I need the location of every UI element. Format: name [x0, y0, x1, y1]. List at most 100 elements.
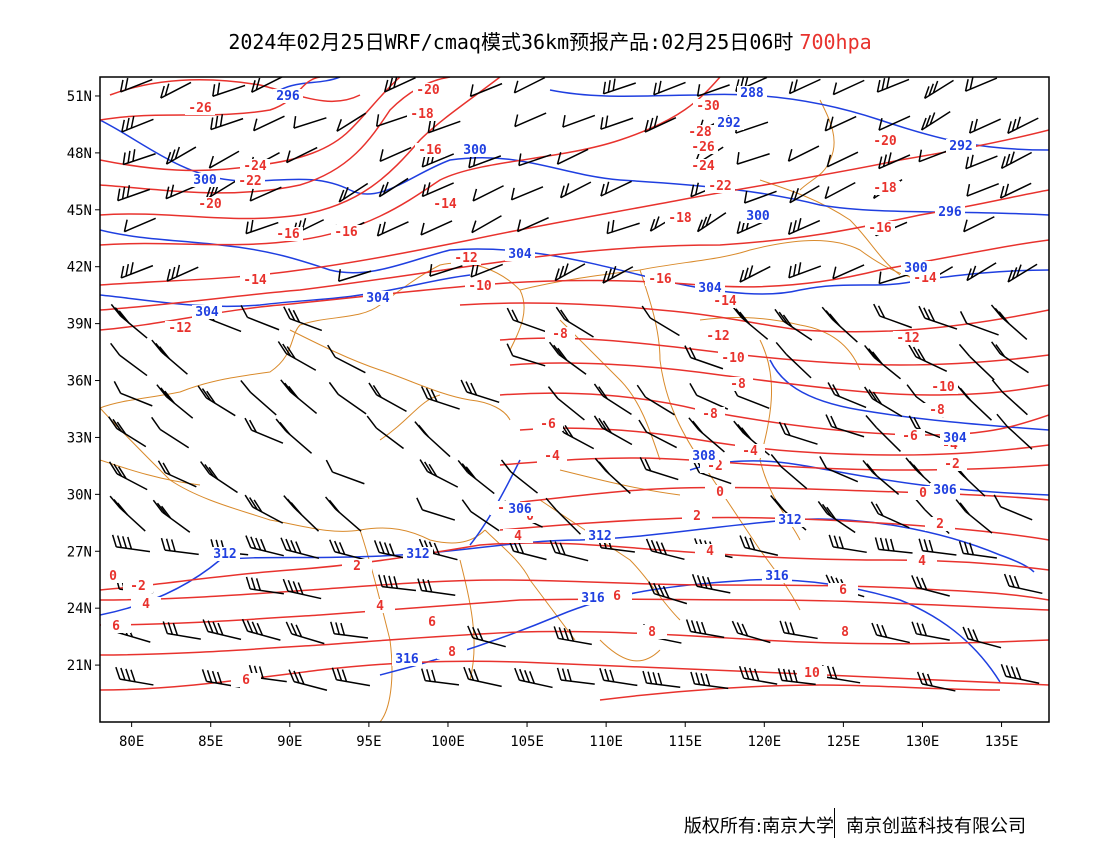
temperature-label-bg — [828, 583, 858, 597]
temperature-label: -10 — [468, 279, 492, 294]
temperature-label: -18 — [410, 107, 434, 122]
wind-barb — [110, 303, 148, 339]
wind-barb — [288, 669, 328, 691]
wind-barb — [421, 182, 454, 198]
temperature-label-bg — [830, 625, 860, 639]
temperature-label-bg — [537, 449, 567, 463]
wind-barb — [506, 307, 546, 333]
wind-barb — [778, 421, 818, 445]
wind-barb — [689, 382, 729, 410]
temperature-label-bg — [705, 179, 735, 193]
wind-barb — [648, 581, 688, 605]
wind-barb — [108, 416, 147, 448]
wind-barb — [212, 82, 246, 97]
height-label-bg — [578, 591, 608, 605]
wind-barb — [379, 146, 412, 162]
wind-barb — [731, 620, 771, 644]
wind-barb — [996, 413, 1033, 450]
temperature-contour — [489, 486, 1049, 506]
wind-barb — [245, 535, 284, 557]
wind-barb — [241, 618, 281, 641]
height-label: 304 — [943, 431, 967, 446]
wind-barb — [556, 148, 589, 165]
wind-barb — [958, 541, 997, 559]
wind-barb — [421, 668, 460, 686]
temperature-label-bg — [101, 619, 131, 633]
height-label-bg — [695, 281, 725, 295]
wind-barb — [911, 621, 950, 641]
wind-barb — [250, 77, 283, 93]
wind-barb — [993, 494, 1033, 521]
footer: 版权所有:南京大学 南京创蓝科技有限公司 — [0, 806, 1100, 842]
height-label: 300 — [193, 173, 217, 188]
wind-barb — [151, 416, 190, 449]
temperature-label-bg — [893, 331, 923, 345]
temperature-label: -14 — [433, 197, 457, 212]
temperature-label-bg — [533, 417, 563, 431]
height-label: 300 — [463, 143, 487, 158]
height-label: 306 — [933, 483, 957, 498]
wind-barb — [1007, 263, 1038, 283]
wind-barb — [285, 146, 318, 164]
temperature-label: -16 — [648, 272, 672, 287]
temperature-label: -24 — [691, 159, 715, 174]
temperature-label: -2 — [130, 579, 146, 594]
temperature-label-bg — [437, 645, 467, 659]
temperature-label: -20 — [416, 83, 440, 98]
temperature-contour — [509, 362, 1049, 396]
temperature-label: -20 — [198, 197, 222, 212]
temperature-label-bg — [131, 597, 161, 611]
wind-barb — [777, 668, 816, 686]
height-label: 300 — [746, 209, 770, 224]
lon-tick-label: 80E — [119, 734, 144, 750]
temperature-contour — [100, 598, 1049, 626]
wind-barb — [244, 494, 284, 524]
wind-barb — [832, 264, 865, 280]
wind-barb — [770, 454, 808, 490]
wind-barb — [599, 668, 638, 687]
lon-tick-label: 125E — [827, 734, 861, 750]
wind-barb — [549, 540, 589, 562]
temperature-label-bg — [407, 107, 437, 121]
wind-barb — [165, 184, 198, 200]
wind-barb — [638, 419, 677, 449]
wind-barb — [420, 386, 460, 410]
wind-barb — [644, 115, 677, 133]
height-label-bg — [403, 547, 433, 561]
wind-barb — [548, 341, 587, 375]
temperature-contour — [100, 542, 1049, 591]
temperature-label: -16 — [418, 143, 442, 158]
temperature-label-bg — [870, 181, 900, 195]
temperature-label-bg — [645, 272, 675, 286]
wind-barb — [916, 671, 956, 692]
wind-barb — [788, 78, 821, 95]
wind-barb — [111, 534, 151, 553]
wind-barb — [641, 305, 680, 337]
temperature-label: 10 — [804, 666, 820, 681]
lon-tick-label: 130E — [906, 734, 940, 750]
temperature-label: -22 — [708, 179, 731, 194]
lat-tick-label: 45N — [67, 203, 92, 219]
lon-tick-label: 90E — [277, 734, 302, 750]
wind-barb — [690, 671, 729, 690]
temperature-contour — [499, 337, 1049, 366]
temperature-contour — [100, 77, 451, 194]
temperature-label: 4 — [142, 597, 150, 612]
temperature-contour — [100, 77, 401, 172]
wind-barb — [966, 262, 997, 282]
temperature-label: 4 — [918, 554, 926, 569]
temperature-label: -22 — [238, 174, 261, 189]
border-line — [100, 262, 525, 409]
height-contour — [379, 578, 1001, 683]
lat-tick-label: 21N — [67, 658, 92, 674]
wind-barb — [210, 114, 244, 131]
wind-barb — [878, 115, 911, 131]
temperature-contour — [459, 302, 1049, 333]
temperature-contour — [100, 77, 501, 220]
temperature-label-bg — [342, 559, 372, 573]
wind-barb — [122, 149, 156, 166]
wind-barb — [113, 380, 153, 407]
temperature-label: -12 — [454, 251, 477, 266]
height-label: 312 — [406, 547, 429, 562]
